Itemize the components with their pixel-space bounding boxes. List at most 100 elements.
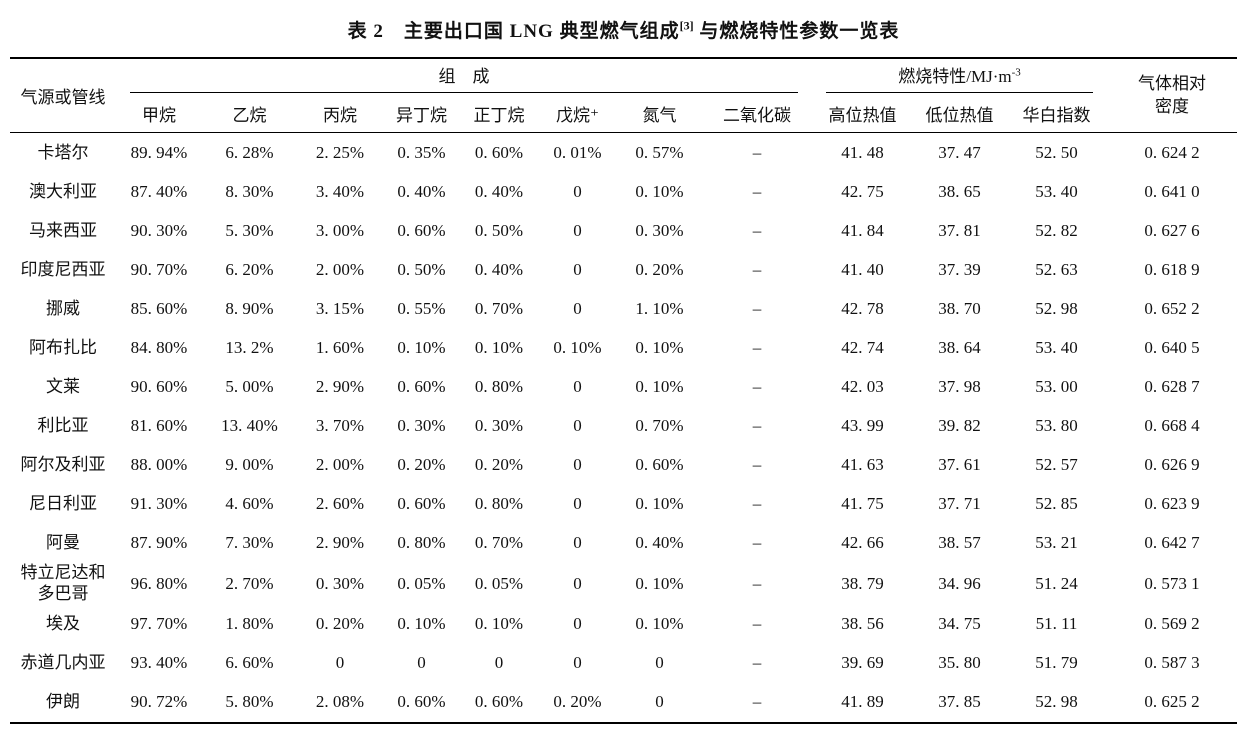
table-cell: 8. 90% (225, 298, 274, 318)
table-cell: 1. 10% (635, 298, 684, 318)
table-cell: – (752, 259, 762, 279)
table-cell: 0. 10% (397, 337, 446, 357)
table-cell: 39. 82 (938, 415, 981, 435)
table-cell: 3. 40% (315, 181, 365, 201)
table-cell: 85. 60% (130, 298, 188, 318)
table-cell: 97. 70% (130, 614, 188, 634)
table-cell: 2. 00% (315, 454, 365, 474)
table-cell: 6. 28% (225, 142, 274, 162)
table-cell: 52. 98 (1035, 692, 1078, 712)
table-cell: 0. 627 6 (1144, 220, 1200, 240)
table-cell: 0. 668 4 (1144, 415, 1200, 435)
table-row: 阿曼 87. 90% 7. 30% 2. 90% 0. 80% 0. 70% 0 0. 40%… (10, 523, 1237, 562)
table-cell: 0. 652 2 (1144, 298, 1200, 318)
table-cell: – (752, 493, 762, 513)
table-cell: 2. 70% (225, 573, 274, 593)
table-cell: 0. 50% (474, 220, 524, 240)
table-cell: 0. 70% (474, 532, 524, 552)
table-cell: 90. 60% (130, 376, 188, 396)
table-cell: 52. 57 (1035, 454, 1078, 474)
table-cell: 3. 15% (315, 298, 365, 318)
table-cell: 0. 10% (635, 493, 684, 513)
column-header-lhv: 低位热值 (913, 95, 1006, 133)
table-cell: 42. 03 (841, 376, 884, 396)
table-cell: 37. 81 (938, 220, 981, 240)
table-cell: 87. 40% (130, 181, 188, 201)
row-label-country: 文莱 (46, 376, 80, 396)
table-cell: 2. 90% (315, 376, 365, 396)
table-cell: 9. 00% (225, 454, 274, 474)
column-header-nbutane: 正丁烷 (460, 95, 538, 133)
table-cell: 0 (573, 298, 582, 318)
table-row: 挪威 85. 60% 8. 90% 3. 15% 0. 55% 0. 70% 0 1. 10%… (10, 289, 1237, 328)
composition-group-label: 组 成 (438, 66, 490, 86)
table-cell: 5. 80% (225, 692, 274, 712)
table-cell: 51. 11 (1035, 614, 1078, 634)
column-group-composition: 组 成 (116, 58, 812, 95)
table-cell: 0. 624 2 (1144, 142, 1200, 162)
table-cell: 0. 10% (635, 376, 684, 396)
column-header-propane: 丙烷 (297, 95, 383, 133)
table-cell: 0. 10% (474, 337, 524, 357)
table-cell: 89. 94% (130, 142, 188, 162)
table-cell: 2. 60% (315, 493, 365, 513)
table-cell: 38. 56 (841, 614, 884, 634)
table-cell: 0. 10% (635, 337, 684, 357)
column-header-isobutane: 异丁烷 (383, 95, 460, 133)
table-cell: 0. 05% (397, 573, 446, 593)
table-cell: 0. 40% (474, 259, 524, 279)
table-cell: 0. 10% (474, 614, 524, 634)
table-cell: – (752, 454, 762, 474)
table-cell: 0. 573 1 (1144, 573, 1200, 593)
table-cell: 2. 90% (315, 532, 365, 552)
table-cell: 0. 30% (474, 415, 524, 435)
table-cell: 53. 21 (1035, 532, 1078, 552)
table-cell: – (752, 220, 762, 240)
table-cell: 0. 40% (635, 532, 684, 552)
table-cell: 13. 2% (225, 337, 274, 357)
table-cell: 0 (335, 653, 345, 673)
table-header: 气源或管线 组 成 燃烧特性/MJ·m-3 气体相对 密度 甲烷 乙烷 丙烷 异… (10, 58, 1237, 133)
table-cell: 0. 569 2 (1144, 614, 1200, 634)
table-cell: 41. 75 (841, 493, 884, 513)
table-cell: 0. 20% (397, 454, 446, 474)
table-row: 赤道几内亚 93. 40% 6. 60% 0 0 0 0 0 – 39. 69 35. 80 51. … (10, 644, 1237, 683)
table-cell: 84. 80% (130, 337, 188, 357)
column-header-carbon-dioxide: 二氧化碳 (702, 95, 812, 133)
table-cell: 0. 50% (397, 259, 446, 279)
table-cell: 0 (573, 259, 582, 279)
table-cell: 5. 00% (225, 376, 274, 396)
table-cell: 1. 80% (225, 614, 274, 634)
table-title-tail: 与燃烧特性参数一览表 (699, 21, 900, 42)
table-cell: 52. 63 (1035, 259, 1078, 279)
table-cell: 0. 640 5 (1144, 337, 1200, 357)
table-cell: 0. 05% (474, 573, 524, 593)
table-cell: 0. 60% (397, 493, 446, 513)
table-cell: 51. 24 (1035, 573, 1078, 593)
row-label-country: 特立尼达和 多巴哥 (20, 563, 106, 604)
table-cell: 0 (655, 653, 664, 673)
table-cell: 0. 60% (397, 220, 446, 240)
table-cell: 0 (417, 653, 426, 673)
table-row: 尼日利亚 91. 30% 4. 60% 2. 60% 0. 60% 0. 80% 0 0. 1… (10, 484, 1237, 523)
table-cell: 13. 40% (221, 415, 278, 435)
table-cell: 34. 75 (938, 614, 981, 634)
table-cell: 38. 70 (938, 298, 981, 318)
table-cell: 0 (573, 376, 582, 396)
column-header-wobbe-index: 华白指数 (1006, 95, 1107, 133)
table-cell: 0. 10% (553, 337, 602, 357)
density-header-line2: 密度 (1155, 96, 1189, 116)
table-cell: 41. 40 (841, 259, 884, 279)
table-cell: 88. 00% (130, 454, 188, 474)
table-cell: 0. 625 2 (1144, 692, 1200, 712)
row-label-country: 阿曼 (46, 532, 80, 552)
table-cell: – (752, 181, 762, 201)
table-cell: 0. 60% (397, 692, 446, 712)
row-label-country: 挪威 (46, 298, 80, 318)
table-cell: 0 (573, 415, 582, 435)
table-cell: – (752, 653, 762, 673)
table-cell: 35. 80 (938, 653, 981, 673)
table-cell: 53. 00 (1035, 376, 1078, 396)
table-cell: 3. 00% (315, 220, 365, 240)
